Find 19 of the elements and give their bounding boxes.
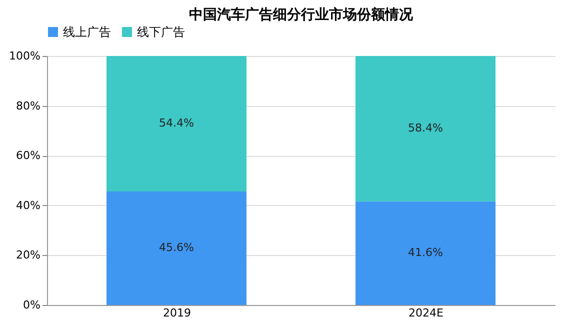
- legend-label: 线下广告: [137, 25, 185, 39]
- y-tick-label: 20%: [16, 248, 40, 262]
- y-tick-label: 0%: [23, 298, 40, 312]
- x-tick-label: 2019: [163, 306, 191, 320]
- bar: [106, 191, 246, 305]
- data-label: 58.4%: [408, 122, 443, 135]
- data-label: 41.6%: [408, 246, 443, 260]
- bar: [356, 201, 496, 305]
- bar: [356, 56, 496, 202]
- y-tick-label: 100%: [9, 50, 40, 62]
- legend-label: 线上广告: [63, 25, 111, 39]
- chart-title: 中国汽车广告细分行业市场份额情况: [189, 6, 414, 23]
- bar: [106, 56, 246, 192]
- y-tick-label: 80%: [16, 99, 40, 112]
- y-tick-label: 60%: [16, 149, 40, 162]
- y-tick-label: 40%: [16, 198, 40, 212]
- data-label: 45.6%: [159, 241, 194, 254]
- data-label: 54.4%: [159, 116, 194, 130]
- x-tick-label: 2024E: [408, 306, 444, 320]
